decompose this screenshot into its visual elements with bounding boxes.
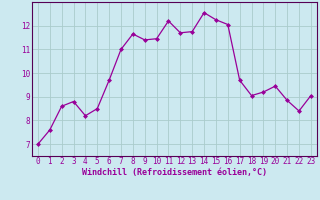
X-axis label: Windchill (Refroidissement éolien,°C): Windchill (Refroidissement éolien,°C) [82,168,267,177]
